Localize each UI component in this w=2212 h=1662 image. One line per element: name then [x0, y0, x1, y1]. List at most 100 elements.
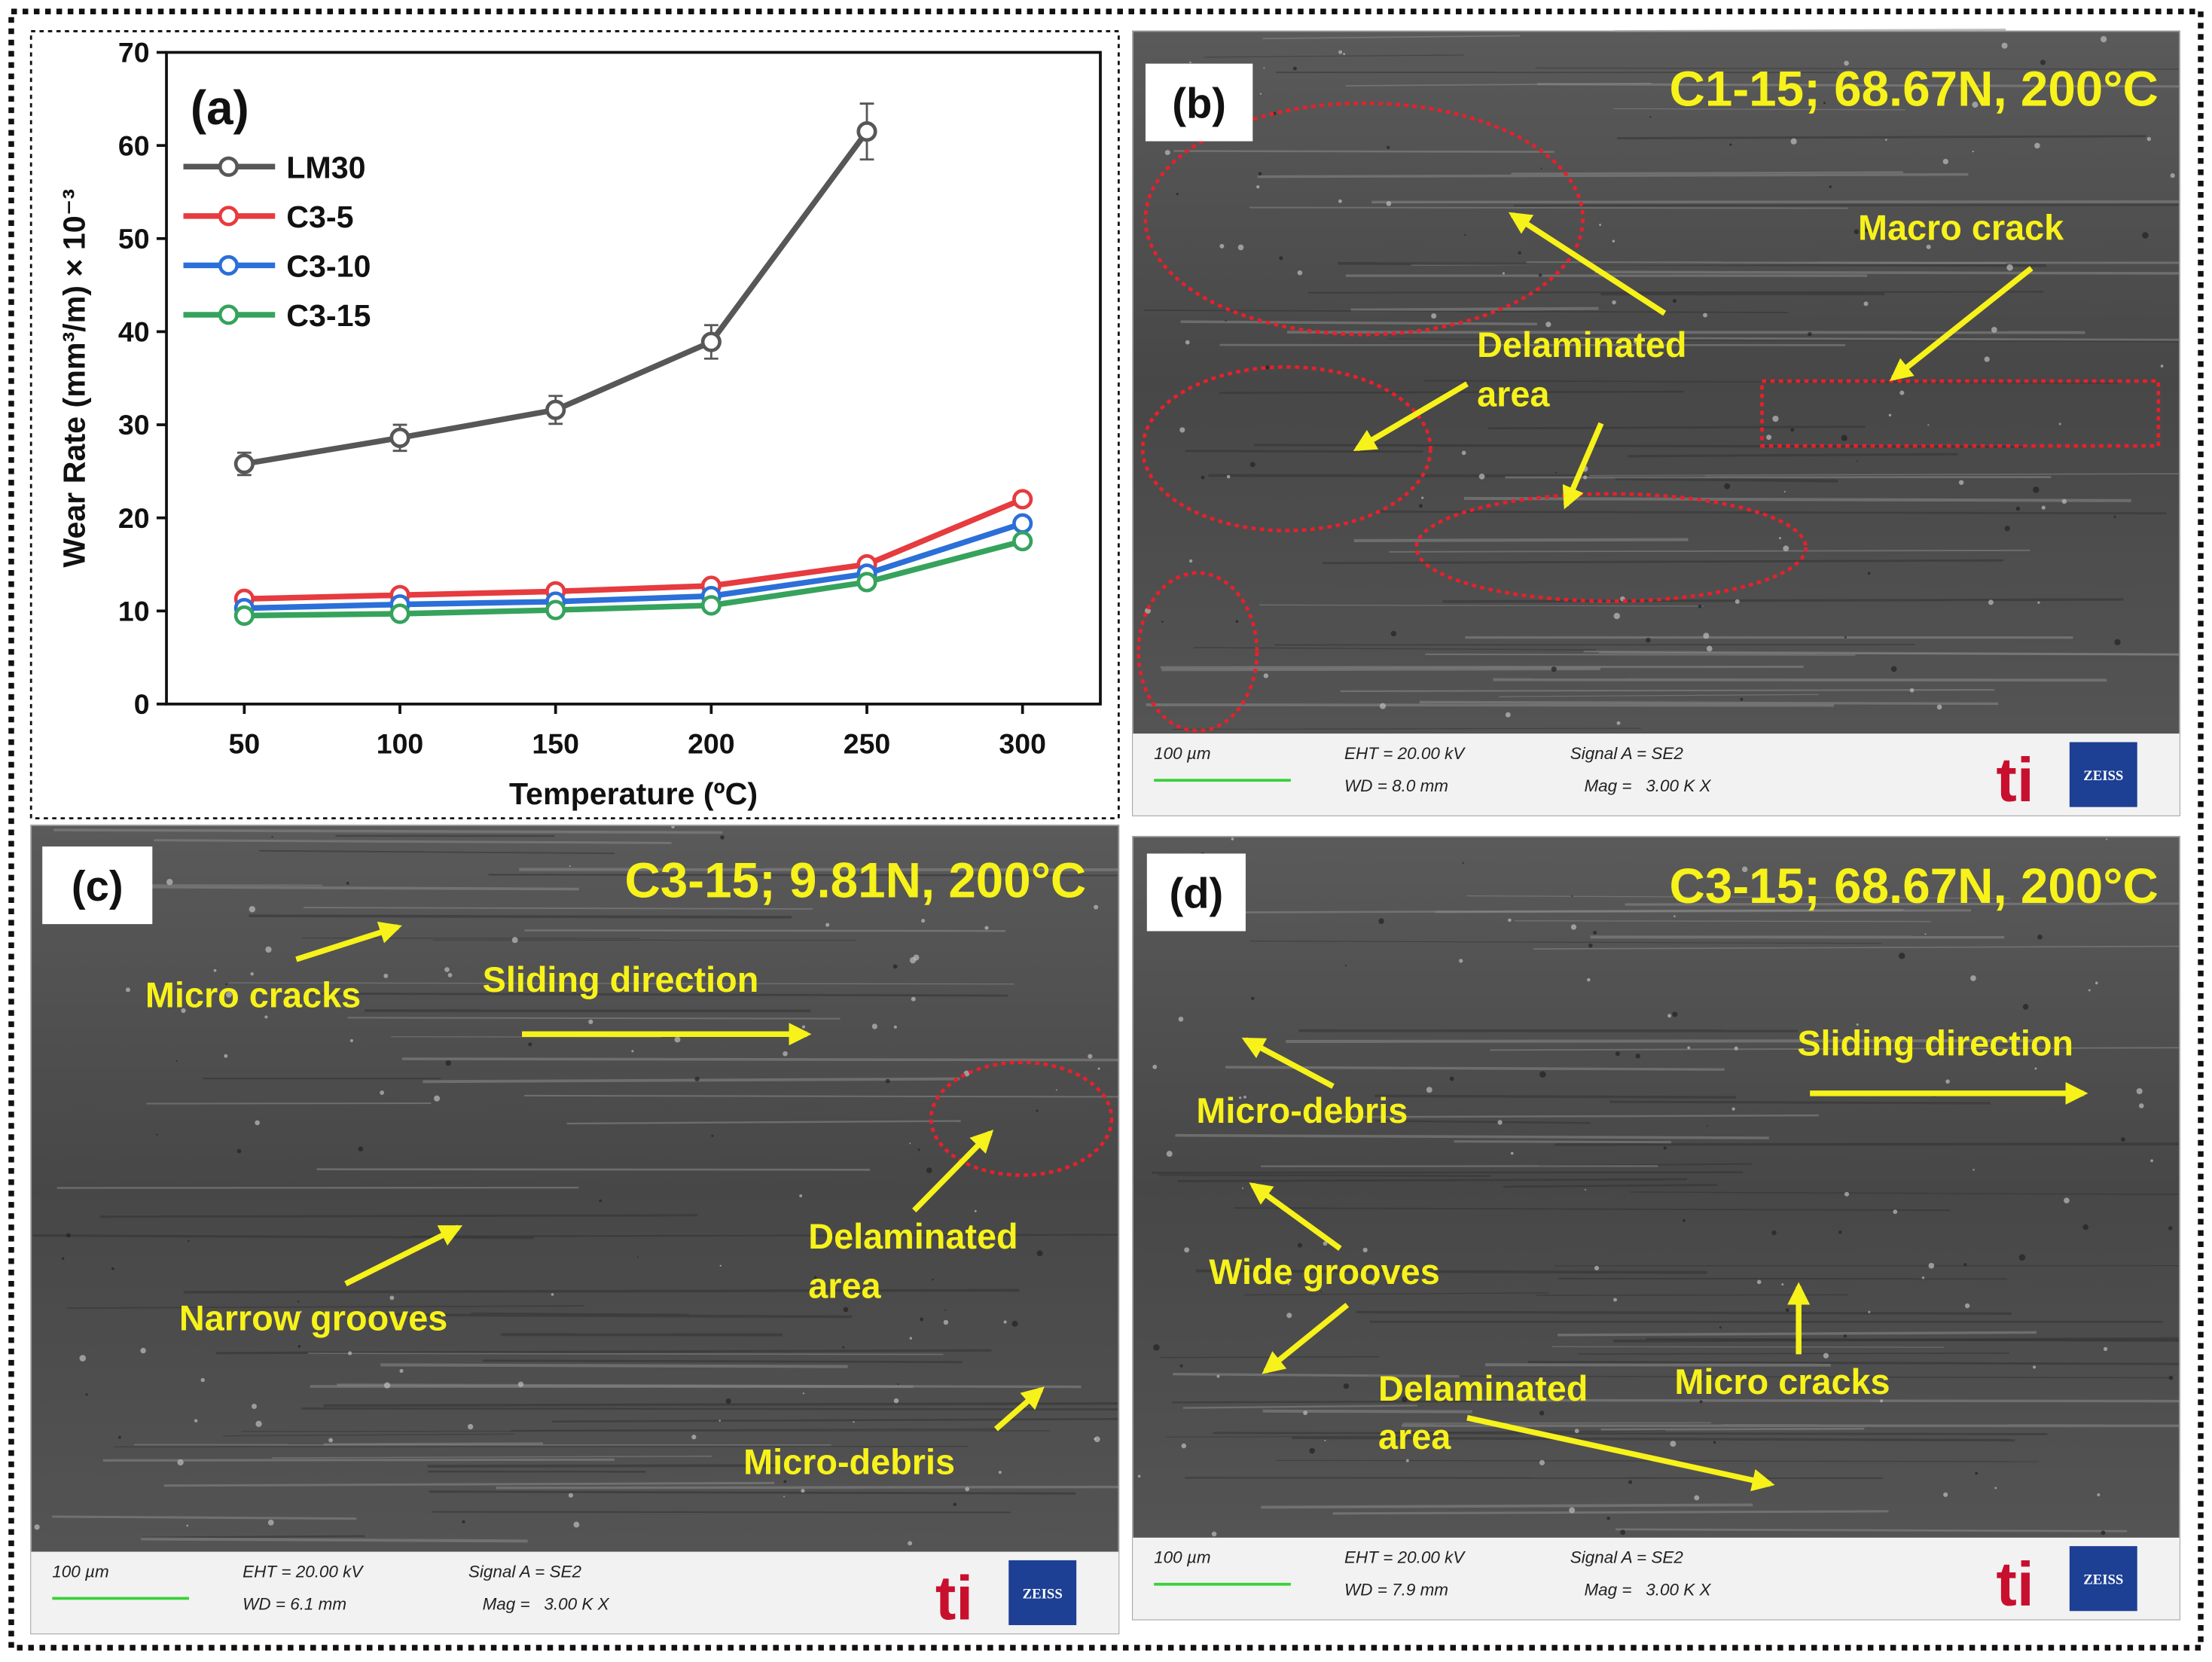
sem-streak [1580, 337, 2180, 341]
sem-debris [1663, 1146, 1667, 1150]
legend-marker [218, 206, 240, 227]
sem-streak [1166, 1435, 1445, 1438]
mag: Mag = 3.00 K X [1584, 776, 1711, 795]
sem-debris [1888, 413, 1892, 417]
sem-debris [1880, 1399, 1884, 1403]
sem-streak [1488, 425, 1866, 430]
sem-streak [1225, 1066, 1725, 1071]
sem-debris [1772, 415, 1779, 422]
sem-debris [236, 1148, 242, 1154]
sem-debris [2001, 42, 2008, 49]
sem-debris [462, 1520, 465, 1524]
sem-debris [1972, 1169, 1975, 1171]
sem-debris [694, 1076, 700, 1082]
sem-debris [1571, 895, 1573, 898]
sem-debris [1464, 233, 1466, 236]
series-line [244, 496, 1024, 602]
y-axis-title: Wear Rate (mm³/m) × 10⁻³ [56, 189, 91, 568]
sem-debris [2147, 898, 2149, 901]
sem-debris [1461, 450, 1466, 456]
sem-debris [1740, 697, 1744, 701]
sem-debris [1606, 1517, 1610, 1520]
sem-streak [401, 1057, 1119, 1062]
sem-streak [1177, 1178, 1687, 1182]
sem-debris [1462, 861, 1464, 865]
sem-streak [1180, 320, 1537, 326]
sem-debris [467, 1423, 474, 1430]
sem-debris [1844, 1191, 1850, 1197]
sem-debris [1459, 959, 1463, 963]
sem-debris [1964, 1303, 1970, 1309]
sem-debris [1449, 1076, 1454, 1081]
sem-debris [1343, 53, 1346, 56]
annotation: area [1477, 375, 1550, 414]
sem-debris [1741, 866, 1748, 873]
sem-debris [1094, 904, 1099, 910]
sem-streak [1435, 909, 1972, 913]
annotation: Wide grooves [1209, 1252, 1440, 1291]
sem-debris [1249, 462, 1256, 468]
legend-label: C3-15 [286, 298, 371, 333]
sem-debris [1518, 251, 1521, 255]
legend-label: LM30 [286, 150, 365, 184]
panel-label: (a) [191, 81, 249, 135]
sem-debris [2114, 639, 2121, 645]
y-tick-label: 0 [134, 688, 150, 720]
x-tick-label: 200 [688, 727, 734, 759]
sem-streak [301, 1407, 1119, 1410]
sem-debris [1868, 1310, 1871, 1313]
annotation: Delaminated [1477, 325, 1686, 364]
panel-label: (b) [1172, 80, 1226, 127]
annotation: Narrow grooves [179, 1299, 447, 1338]
y-tick-label: 20 [118, 502, 150, 534]
logo-ti: ti [1996, 746, 2034, 815]
sem-debris [2004, 526, 2010, 532]
sem-debris [188, 1240, 190, 1243]
sem-streak [1499, 694, 1819, 697]
sem-debris [1235, 620, 1239, 624]
sem-debris [380, 1090, 385, 1095]
sem-debris [998, 1471, 1002, 1474]
sem-streak [83, 885, 579, 891]
sem-streak [1353, 538, 1689, 542]
sem-debris [284, 1003, 288, 1007]
sem-debris [1670, 1441, 1677, 1447]
sem-debris [1243, 1095, 1246, 1099]
sem-debris [140, 1347, 146, 1354]
sem-debris [1864, 228, 1869, 233]
sem-debris [1379, 703, 1386, 709]
sem-debris [1756, 1279, 1762, 1285]
sem-debris [1945, 1079, 1950, 1084]
panel-label-box [1145, 63, 1253, 142]
sem-streak [429, 1490, 1076, 1495]
sem-debris [1958, 480, 1964, 485]
x-tick-label: 50 [229, 727, 261, 759]
sem-streak [1533, 945, 2180, 950]
sem-debris [897, 1383, 899, 1386]
sem-debris [1713, 1441, 1716, 1444]
annotation: Micro cracks [1674, 1362, 1890, 1401]
legend-label: C3-5 [286, 200, 353, 234]
sem-debris [1402, 1396, 1408, 1403]
sem-streak [241, 1430, 1051, 1432]
sem-debris [1829, 185, 1832, 188]
sem-debris [885, 1078, 890, 1084]
sem-debris [783, 1480, 787, 1484]
sem-debris [445, 1060, 452, 1066]
sem-streak [1261, 1503, 1753, 1509]
sem-streak [1213, 1432, 2048, 1435]
sem-streak [1589, 473, 2180, 477]
sem-debris [1841, 435, 1847, 441]
sem-debris [2138, 1103, 2144, 1109]
annotation: Micro-debris [743, 1443, 955, 1482]
sem-streak [524, 1094, 1119, 1098]
sem-streak [1374, 1120, 1591, 1124]
sem-streak [1583, 651, 2180, 655]
sem-streak [316, 1168, 871, 1171]
sem-debris [1181, 1443, 1187, 1449]
sem-debris [1502, 272, 1506, 275]
sem-streak [323, 1401, 1119, 1407]
sem-debris [383, 973, 389, 978]
sem-debris [1478, 473, 1485, 480]
